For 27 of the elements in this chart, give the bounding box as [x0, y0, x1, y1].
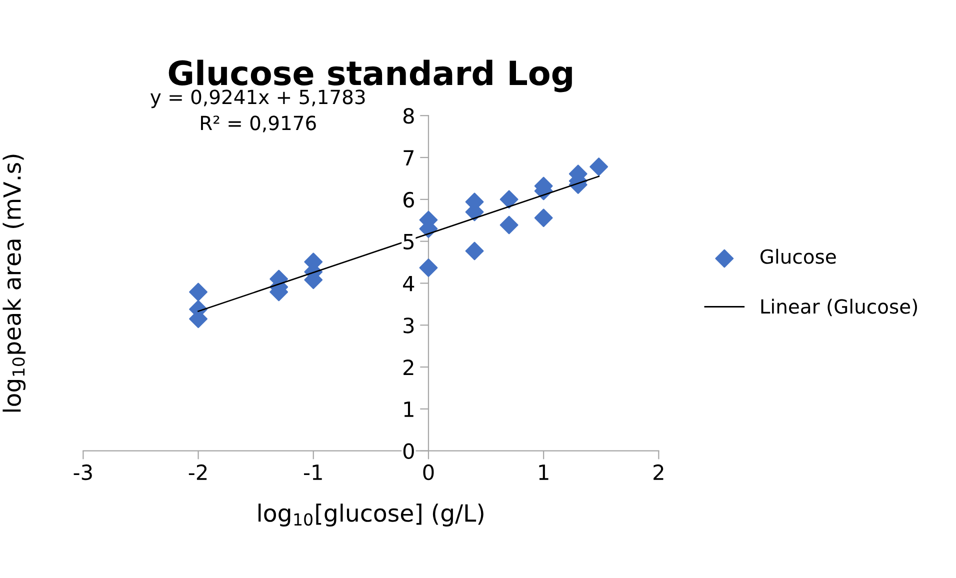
y-tick-label: 2	[404, 359, 414, 375]
point	[419, 258, 438, 277]
y-tick-label: 5	[404, 234, 414, 250]
legend-label: Linear (Glucose)	[761, 298, 917, 316]
y-tick-label: 8	[403, 108, 414, 124]
x-tick-label: 0	[423, 464, 434, 480]
y-tick-label: 0	[403, 443, 414, 460]
x-axis-title: log$_{10}$[glucose] (g/L)	[258, 504, 484, 526]
x-tick-label: 1	[539, 464, 548, 480]
point	[189, 282, 208, 302]
legend-label: Glucose	[760, 248, 836, 264]
x-tick-label: -3	[74, 464, 92, 480]
x-tick-label: -2	[188, 464, 207, 480]
point	[500, 216, 518, 234]
y-tick-label: 6	[403, 192, 414, 208]
y-tick-label: 1	[404, 402, 414, 417]
x-tick-label: 2	[654, 464, 664, 480]
y-tick-label: 7	[404, 150, 414, 166]
y-tick-label: 4	[403, 276, 414, 292]
annotation: R² = 0,9176	[201, 116, 316, 132]
point	[534, 208, 553, 228]
y-axis-title: log$_{10}$peak area (mV.s)	[2, 154, 26, 412]
point	[590, 158, 608, 176]
y-tick-label: 3	[404, 318, 414, 334]
x-tick-label: -1	[304, 464, 322, 480]
point	[465, 242, 484, 260]
point	[500, 190, 518, 209]
